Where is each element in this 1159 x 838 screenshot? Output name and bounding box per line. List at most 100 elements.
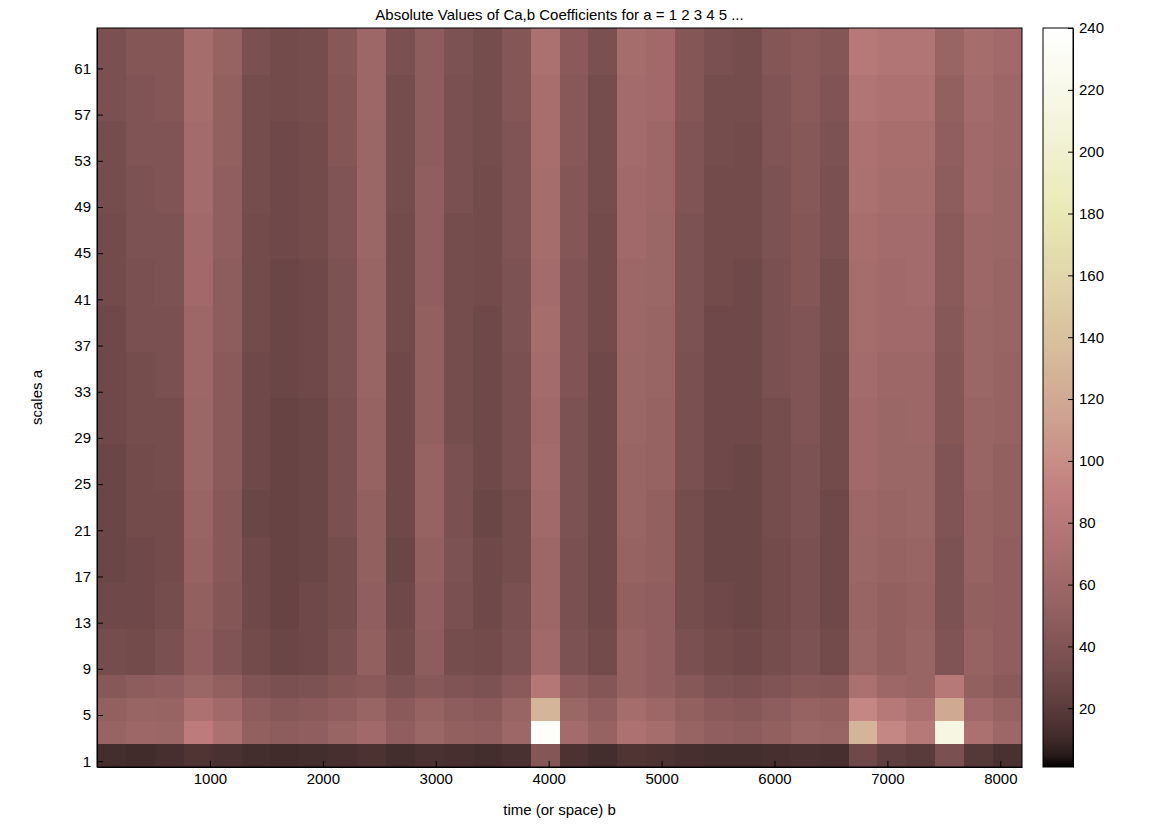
heatmap-cell — [906, 490, 935, 537]
x-tick: 1000 — [194, 761, 227, 787]
heatmap-cell — [588, 213, 617, 260]
heatmap-cell — [646, 698, 675, 722]
heatmap-cell — [675, 28, 704, 75]
y-tick: 1 — [83, 753, 103, 770]
y-tick: 33 — [74, 383, 103, 400]
heatmap-cell — [762, 490, 791, 537]
heatmap-cell — [791, 213, 820, 260]
heatmap-cell — [791, 398, 820, 445]
heatmap-cell — [733, 305, 762, 352]
heatmap-cell — [849, 167, 878, 214]
heatmap-cell — [126, 536, 155, 583]
heatmap-cell — [906, 351, 935, 398]
heatmap-cell — [155, 398, 184, 445]
heatmap-cell — [791, 120, 820, 167]
heatmap-cell — [444, 582, 473, 629]
heatmap-cell — [762, 675, 791, 699]
heatmap-cell — [675, 721, 704, 745]
heatmap-cell — [415, 120, 444, 167]
color-bar-tick-label: 80 — [1079, 514, 1096, 531]
color-bar-tick-label: 180 — [1079, 205, 1104, 222]
heatmap-cell — [328, 490, 357, 537]
heatmap-cell — [473, 259, 502, 306]
heatmap-cell — [415, 582, 444, 629]
heatmap-cell — [993, 28, 1022, 75]
heatmap-cell — [473, 351, 502, 398]
heatmap-cell — [820, 213, 849, 260]
heatmap-cell — [473, 213, 502, 260]
heatmap-cell — [213, 28, 242, 75]
heatmap-cell — [849, 536, 878, 583]
heatmap-cell — [849, 28, 878, 75]
heatmap-cell — [820, 744, 849, 767]
heatmap-cell — [328, 74, 357, 121]
heatmap-cell — [184, 398, 213, 445]
heatmap-cell — [560, 582, 589, 629]
heatmap-cell — [560, 305, 589, 352]
heatmap-cell — [357, 698, 386, 722]
heatmap-cell — [415, 259, 444, 306]
y-tick-label: 13 — [74, 614, 91, 631]
heatmap-cell — [762, 398, 791, 445]
y-tick-mark — [97, 761, 103, 762]
heatmap-cell — [675, 305, 704, 352]
x-axis-title: time (or space) b — [503, 801, 616, 818]
y-tick: 61 — [74, 60, 103, 77]
heatmap-cell — [502, 120, 531, 167]
heatmap-cell — [502, 582, 531, 629]
heatmap-cell — [502, 305, 531, 352]
heatmap-cell — [97, 744, 126, 767]
y-axis: 15913172125293337414549535761 — [74, 29, 103, 770]
heatmap-cell — [560, 444, 589, 491]
heatmap-cell — [588, 675, 617, 699]
heatmap-cell — [617, 305, 646, 352]
heatmap-cell — [386, 351, 415, 398]
heatmap-cell — [444, 698, 473, 722]
heatmap-cell — [270, 305, 299, 352]
color-bar-tick-mark — [1068, 214, 1073, 215]
heatmap-cell — [791, 305, 820, 352]
heatmap-cell — [242, 213, 271, 260]
heatmap-cell — [791, 721, 820, 745]
heatmap-cell — [646, 628, 675, 675]
heatmap-cell — [935, 120, 964, 167]
heatmap-cell — [820, 120, 849, 167]
heatmap-cell — [184, 305, 213, 352]
heatmap-cell — [328, 259, 357, 306]
y-tick-label: 25 — [74, 475, 91, 492]
heatmap-cell — [242, 444, 271, 491]
heatmap-cell — [126, 444, 155, 491]
y-tick: 57 — [74, 106, 103, 123]
heatmap-cell — [502, 444, 531, 491]
y-tick-label: 21 — [74, 522, 91, 539]
heatmap-cell — [935, 698, 964, 722]
heatmap-cell — [386, 582, 415, 629]
heatmap-cell — [762, 744, 791, 767]
heatmap-cell — [646, 120, 675, 167]
heatmap-cell — [906, 444, 935, 491]
heatmap-cell — [877, 698, 906, 722]
heatmap-cell — [531, 28, 560, 75]
heatmap-cell — [299, 398, 328, 445]
heatmap-cell — [97, 398, 126, 445]
y-tick: 5 — [83, 706, 103, 723]
heatmap-cell — [126, 490, 155, 537]
heatmap-cell — [646, 74, 675, 121]
heatmap-cell — [328, 698, 357, 722]
heatmap-cell — [935, 74, 964, 121]
heatmap-cell — [444, 628, 473, 675]
heatmap-cell — [993, 444, 1022, 491]
heatmap-cell — [877, 628, 906, 675]
heatmap-cell — [299, 259, 328, 306]
color-bar-tick: 60 — [1068, 576, 1096, 593]
heatmap-cell — [964, 259, 993, 306]
heatmap-cell — [213, 582, 242, 629]
heatmap-cell — [617, 398, 646, 445]
heatmap-cell — [531, 582, 560, 629]
heatmap-cell — [675, 398, 704, 445]
heatmap-cell — [242, 351, 271, 398]
heatmap-cell — [588, 305, 617, 352]
heatmap-cell — [184, 120, 213, 167]
heatmap-cell — [849, 351, 878, 398]
x-tick-label: 6000 — [758, 770, 791, 787]
